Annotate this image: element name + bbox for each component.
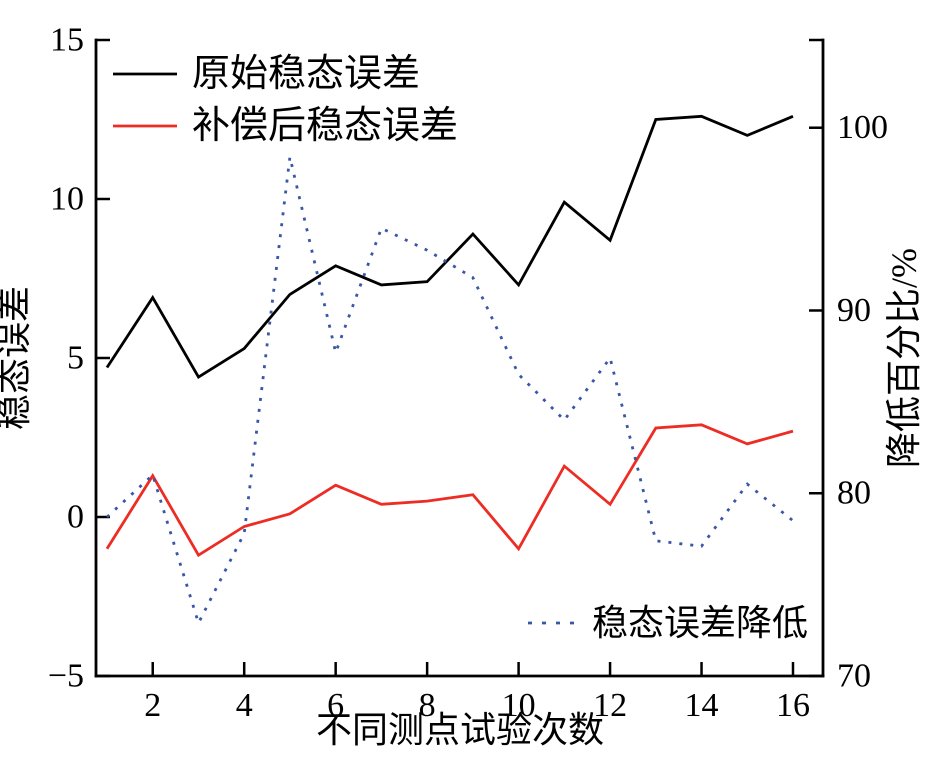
x-tick-label: 4 xyxy=(236,687,253,724)
x-tick-label: 2 xyxy=(144,687,161,724)
x-tick-label: 14 xyxy=(685,687,719,724)
legend-reduction-label: 稳态误差降低 xyxy=(592,603,808,643)
y-axis-left-label: 稳态误差 xyxy=(0,286,34,430)
original-steady-state-error-line xyxy=(105,114,794,380)
y-left-tick-label: 15 xyxy=(50,22,84,59)
error-reduction-line xyxy=(106,156,794,627)
legend-compensated-label: 补偿后稳态误差 xyxy=(192,105,458,147)
y-right-tick-label: 100 xyxy=(837,109,888,146)
y-right-tick-label: 70 xyxy=(837,658,871,695)
y-axis-right-label: 降低百分比/% xyxy=(884,248,924,468)
x-tick-label: 6 xyxy=(327,687,344,724)
y-right-tick-label: 90 xyxy=(837,292,871,329)
x-tick-label: 8 xyxy=(419,687,436,724)
x-tick-label: 10 xyxy=(502,687,536,724)
x-axis-label: 不同测点试验次数 xyxy=(316,710,604,750)
x-tick-label: 16 xyxy=(776,687,810,724)
y-left-tick-label: 5 xyxy=(67,340,84,377)
y-left-tick-label: 10 xyxy=(50,181,84,218)
y-right-tick-label: 80 xyxy=(837,475,871,512)
y-left-tick-label: −5 xyxy=(48,658,84,695)
legend-original-label: 原始稳态误差 xyxy=(192,53,420,95)
x-tick-label: 12 xyxy=(593,687,627,724)
y-left-tick-label: 0 xyxy=(67,499,84,536)
compensated-steady-state-error-line xyxy=(105,423,794,558)
